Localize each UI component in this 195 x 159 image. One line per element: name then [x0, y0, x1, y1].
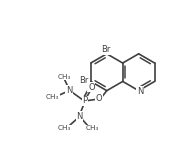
- Text: O: O: [96, 94, 102, 104]
- Text: N: N: [76, 112, 83, 121]
- Text: CH₃: CH₃: [58, 125, 71, 131]
- Text: N: N: [66, 86, 73, 95]
- Text: CH₃: CH₃: [86, 125, 99, 131]
- Text: Br: Br: [101, 45, 111, 54]
- Text: CH₃: CH₃: [46, 94, 59, 100]
- Text: O: O: [88, 83, 95, 92]
- Text: Br: Br: [79, 76, 89, 85]
- Text: N: N: [137, 87, 143, 96]
- Text: P: P: [82, 96, 88, 105]
- Text: CH₃: CH₃: [58, 74, 71, 80]
